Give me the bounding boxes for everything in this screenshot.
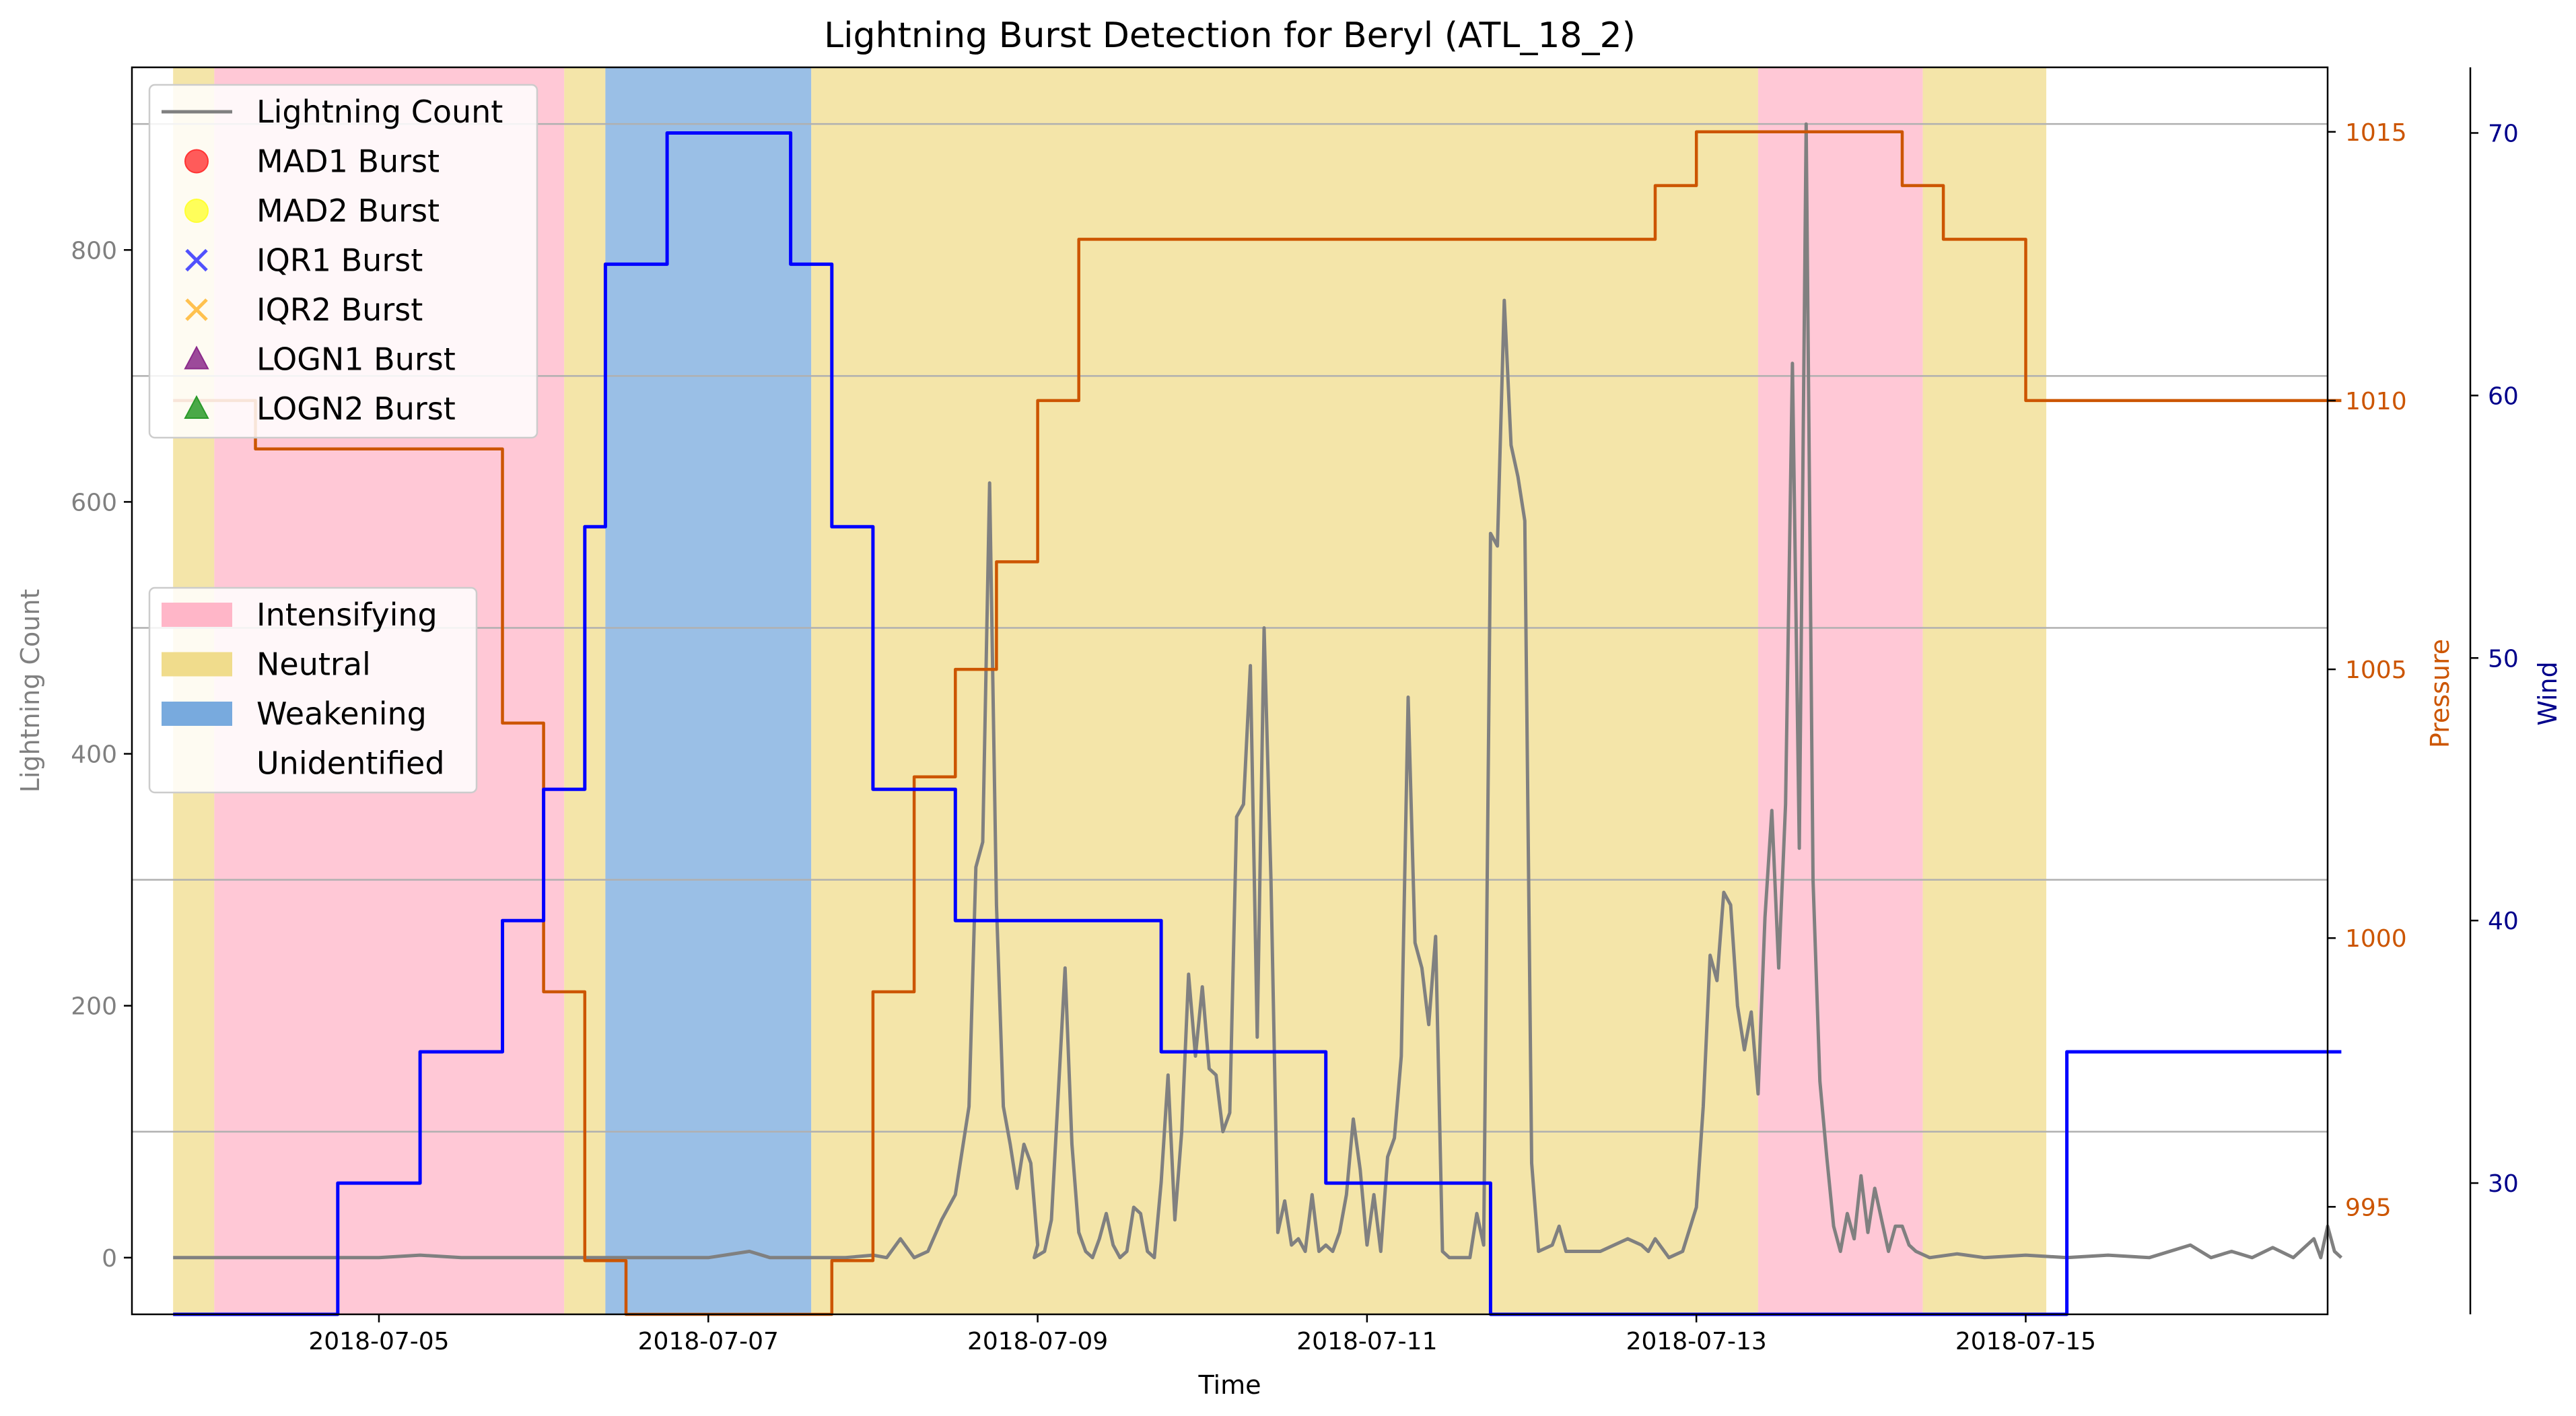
legend-entry-label: IQR1 Burst (256, 242, 423, 279)
legend-entry-label: MAD2 Burst (256, 193, 440, 229)
pressure-tick-label: 1005 (2345, 656, 2407, 684)
legend-triangle-marker (184, 395, 209, 419)
y-tick-label: 200 (71, 993, 117, 1021)
phase-band-neutral (1922, 67, 2047, 1314)
legend-phase-swatch (162, 603, 232, 627)
legend-phase-swatch (162, 652, 232, 677)
legend-phases-box (148, 586, 478, 794)
chart-title: Lightning Burst Detection for Beryl (ATL… (824, 15, 1636, 56)
x-tick-label: 2018-07-09 (967, 1328, 1108, 1355)
x-tick-label: 2018-07-15 (1955, 1328, 2096, 1355)
x-axis-title: Time (1198, 1370, 1261, 1400)
legend-circle-marker (184, 149, 209, 174)
phase-band-weakening (605, 67, 812, 1314)
y-tick-label: 400 (71, 741, 117, 769)
x-tick-label: 2018-07-13 (1626, 1328, 1767, 1355)
wind-axis-title: Wind (2533, 661, 2563, 726)
series-line-pressure (173, 130, 2342, 1316)
y-tick-label: 800 (71, 237, 117, 265)
wind-tick-label: 60 (2488, 382, 2519, 410)
legend-entry-label: LOGN2 Burst (256, 391, 456, 427)
legend-entry-label: MAD1 Burst (256, 143, 440, 180)
phase-band-neutral (811, 67, 1758, 1314)
wind-tick-label: 70 (2488, 120, 2519, 147)
legend-x-marker (185, 298, 208, 321)
pressure-tick-label: 1010 (2345, 388, 2407, 415)
pressure-tick-label: 1000 (2345, 925, 2407, 953)
legend-entry-label: Intensifying (256, 597, 438, 633)
series-line-lightning-count (173, 122, 2343, 1260)
x-tick-label: 2018-07-05 (308, 1328, 449, 1355)
legend-entry-label: Unidentified (256, 745, 445, 782)
legend-triangle-marker (184, 345, 209, 370)
legend-circle-marker (184, 199, 209, 223)
wind-tick-label: 30 (2488, 1170, 2519, 1198)
legend-phase-swatch (162, 751, 232, 776)
y-tick-label: 600 (71, 489, 117, 516)
legend-entry-label: Lightning Count (256, 94, 503, 130)
x-tick-label: 2018-07-11 (1296, 1328, 1437, 1355)
y-tick-label: 0 (102, 1245, 117, 1273)
series-lines (173, 122, 2343, 1316)
legend-top-box (148, 83, 538, 439)
plot-frame (131, 66, 2329, 1316)
legend-entry-label: LOGN1 Burst (256, 341, 456, 378)
pressure-axis-title: Pressure (2425, 639, 2455, 748)
legend-entry-label: IQR2 Burst (256, 292, 423, 328)
legend-entry-label: Neutral (256, 646, 371, 683)
x-tick-label: 2018-07-07 (638, 1328, 779, 1355)
wind-tick-label: 40 (2488, 908, 2519, 935)
pressure-tick-label: 995 (2345, 1194, 2392, 1221)
legend-x-marker (185, 248, 208, 272)
y-axis-title: Lightning Count (15, 589, 45, 793)
axes: 2018-07-05 2018-07-07 2018-07-09 2018-07-11… (71, 67, 2519, 1355)
phase-band-intensifying (1757, 67, 1923, 1314)
legend-phase-swatch (162, 702, 232, 726)
series-line-wind (173, 131, 2342, 1316)
legends: Lightning Count MAD1 Burst MAD2 Burst IQR1 … (148, 83, 538, 794)
legend-entry-label: Weakening (256, 696, 427, 732)
pressure-tick-label: 1015 (2345, 119, 2407, 147)
wind-tick-label: 50 (2488, 645, 2519, 673)
